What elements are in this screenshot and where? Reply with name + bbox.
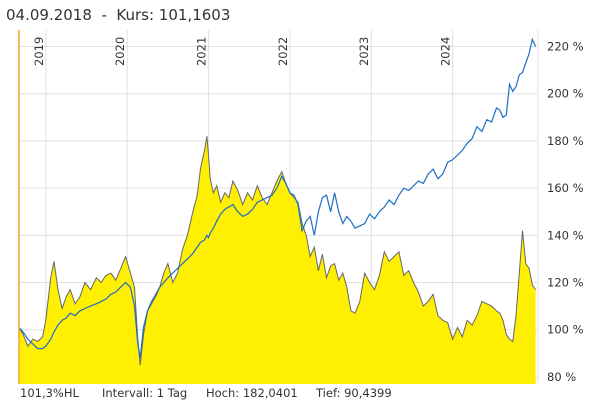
index-line [18, 37, 537, 359]
axes: 80 % 100 % 120 % 140 % 160 % 180 % 200 % 220 % 2… [18, 30, 584, 384]
y-tick-label: 140 % [547, 228, 584, 242]
x-tick-label: 2021 [195, 37, 209, 66]
footer-scale: 101,3%HL [20, 386, 79, 400]
x-tick-label: 2022 [276, 37, 290, 66]
chart-footer: 101,3%HL Intervall: 1 Tag Hoch: 182,0401… [0, 386, 589, 406]
y-tick-label: 120 % [547, 276, 584, 290]
footer-high: Hoch: 182,0401 [206, 386, 298, 400]
x-tick-label: 2023 [357, 37, 371, 66]
header-separator: - [101, 6, 107, 24]
index-series [18, 37, 537, 359]
price-chart[interactable]: 80 % 100 % 120 % 140 % 160 % 180 % 200 % 220 % 2… [0, 0, 589, 386]
y-tick-label: 200 % [547, 87, 584, 101]
y-tick-label: 180 % [547, 134, 584, 148]
fund-series [18, 136, 537, 384]
header-price: Kurs: 101,1603 [116, 6, 231, 24]
y-tick-label: 80 % [547, 370, 576, 384]
y-tick-label: 220 % [547, 40, 584, 54]
x-tick-label: 2024 [439, 37, 453, 66]
y-tick-label: 160 % [547, 181, 584, 195]
footer-interval: Intervall: 1 Tag [102, 386, 188, 400]
x-tick-label: 2019 [32, 37, 46, 66]
fund-line [18, 136, 537, 366]
fund-area [19, 136, 536, 384]
chart-header: 04.09.2018 - Kurs: 101,1603 [6, 6, 230, 24]
header-date: 04.09.2018 [6, 6, 92, 24]
footer-low: Tief: 90,4399 [316, 386, 392, 400]
y-tick-label: 100 % [547, 323, 584, 337]
x-tick-label: 2020 [113, 37, 127, 66]
